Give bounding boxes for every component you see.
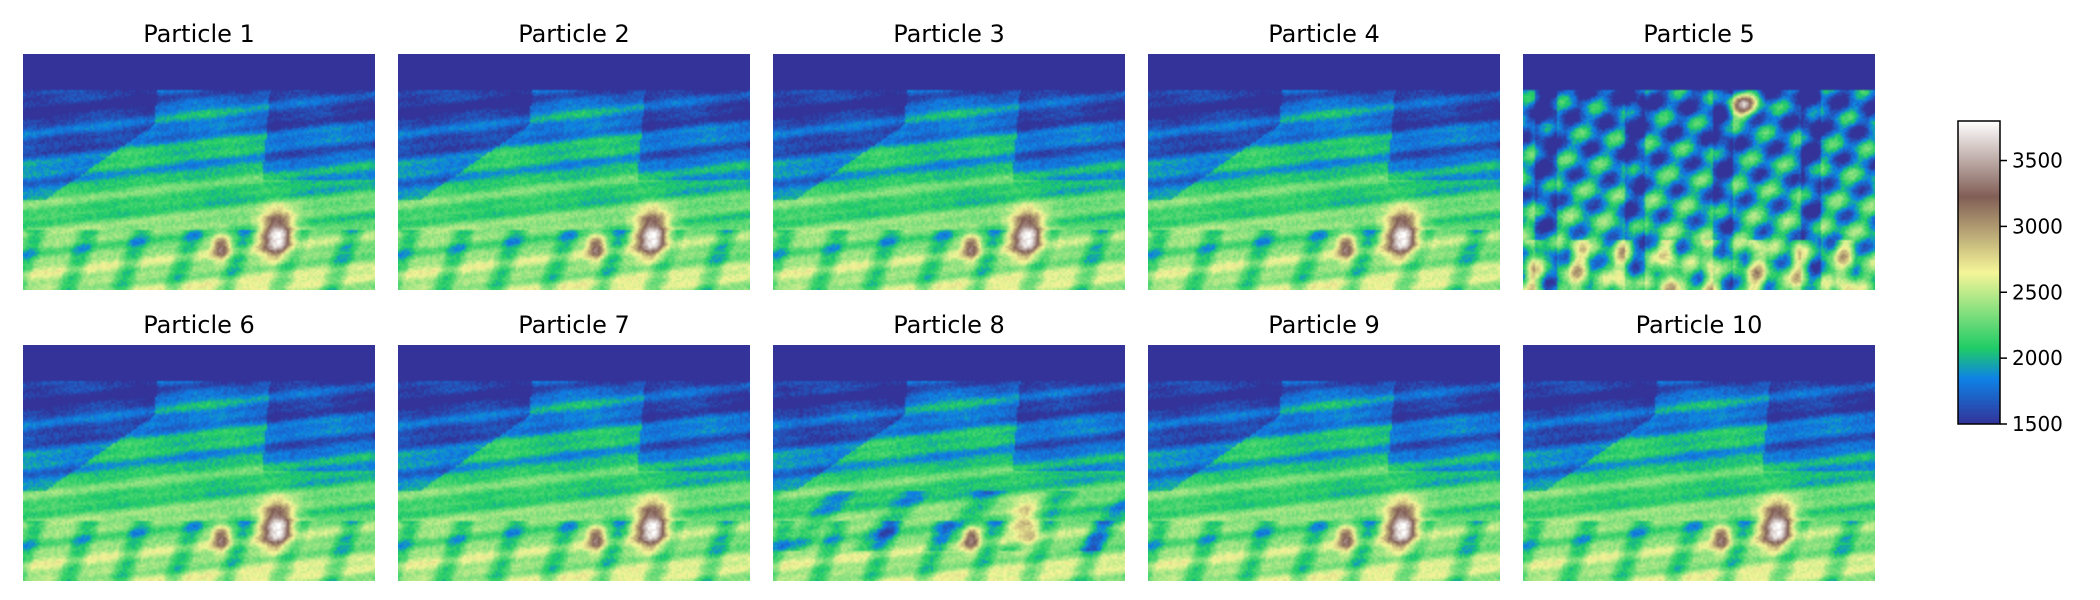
panel-heatmap (398, 345, 750, 581)
panel-heatmap (398, 54, 750, 290)
panel-heatmap (1148, 54, 1500, 290)
panel-title: Particle 8 (893, 311, 1005, 339)
panel-title: Particle 1 (143, 20, 255, 48)
panel-10: Particle 10 (1523, 311, 1875, 581)
panel-9: Particle 9 (1148, 311, 1500, 581)
panel-grid: Particle 1 Particle 2 Particle 3 Particle 4… (23, 20, 1875, 581)
panel-8: Particle 8 (773, 311, 1125, 581)
colorbar-ticks: 1500 2000 2500 3000 3500 (2000, 149, 2063, 436)
panel-title: Particle 10 (1636, 311, 1763, 339)
panel-title: Particle 2 (518, 20, 630, 48)
panel-title: Particle 6 (143, 311, 255, 339)
colorbar-tick-label: 3000 (2012, 214, 2063, 238)
panel-title: Particle 9 (1268, 311, 1380, 339)
panel-heatmap (23, 54, 375, 290)
panel-5: Particle 5 (1523, 20, 1875, 290)
colorbar: 1500 2000 2500 3000 3500 (1957, 120, 2063, 436)
colorbar-tick-label: 1500 (2012, 412, 2063, 436)
colorbar-tick-label: 3500 (2012, 149, 2063, 173)
panel-1: Particle 1 (23, 20, 375, 290)
panel-heatmap (1523, 345, 1875, 581)
panel-6: Particle 6 (23, 311, 375, 581)
colorbar-gradient (1957, 120, 2001, 425)
panel-2: Particle 2 (398, 20, 750, 290)
panel-title: Particle 7 (518, 311, 630, 339)
panel-title: Particle 3 (893, 20, 1005, 48)
panel-heatmap (773, 54, 1125, 290)
panel-heatmap (1523, 54, 1875, 290)
panel-heatmap (773, 345, 1125, 581)
colorbar-tick-label: 2500 (2012, 280, 2063, 304)
panel-heatmap (23, 345, 375, 581)
colorbar-tick-label: 2000 (2012, 346, 2063, 370)
panel-heatmap (1148, 345, 1500, 581)
panel-title: Particle 4 (1268, 20, 1380, 48)
panel-4: Particle 4 (1148, 20, 1500, 290)
panel-7: Particle 7 (398, 311, 750, 581)
panel-title: Particle 5 (1643, 20, 1755, 48)
panel-3: Particle 3 (773, 20, 1125, 290)
